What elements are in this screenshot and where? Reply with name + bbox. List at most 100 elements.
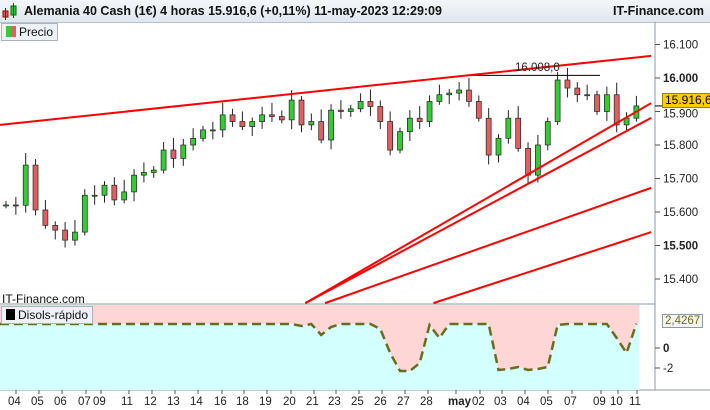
candle-body xyxy=(466,89,472,102)
candle-body xyxy=(200,129,206,139)
oscillator-legend-label: Disols-rápido xyxy=(18,308,89,322)
x-tick-label: 05 xyxy=(540,396,553,408)
candle-body xyxy=(318,121,325,141)
trendline xyxy=(324,186,652,305)
x-tick-label: 10 xyxy=(610,396,623,408)
x-tick-label: 14 xyxy=(190,396,203,408)
candle-body xyxy=(72,231,78,241)
resistance-label: 16.008,0 xyxy=(515,62,560,74)
candle-body xyxy=(436,94,443,102)
brand-name: IT-Finance.com xyxy=(613,4,704,18)
candle-body xyxy=(210,129,216,132)
trendline xyxy=(304,116,652,305)
x-tick-label: 02 xyxy=(472,396,485,408)
oscillator-value-label: 2,4267 xyxy=(662,314,704,328)
osc-tick-label: 0 xyxy=(663,343,669,355)
x-tick-label: 05 xyxy=(31,396,44,408)
candle-body xyxy=(269,114,275,117)
candle-body xyxy=(505,117,512,139)
candle-body xyxy=(190,137,196,146)
x-tick-label: 21 xyxy=(306,396,319,408)
candle-body xyxy=(525,148,531,176)
x-tick-label: 27 xyxy=(397,396,410,408)
price-tick-label: 16.000 xyxy=(663,73,698,85)
candle-body xyxy=(219,114,226,131)
x-tick-label: 23 xyxy=(328,396,341,408)
candle-body xyxy=(544,121,551,146)
x-tick-label: 19 xyxy=(259,396,272,408)
candle-body xyxy=(485,117,492,156)
candle-body xyxy=(535,144,541,176)
candle-body xyxy=(515,117,522,149)
oscillator-legend[interactable]: Disols-rápido xyxy=(1,306,94,324)
x-tick-label: 18 xyxy=(236,396,249,408)
price-tick-label: 15.600 xyxy=(663,207,698,219)
candlestick-icon xyxy=(2,3,17,20)
x-tick-label: 28 xyxy=(420,396,433,408)
x-tick-label: 09 xyxy=(593,396,606,408)
candle-body xyxy=(367,101,374,107)
price-tick-label: 15.500 xyxy=(663,241,698,253)
candle-body xyxy=(180,144,187,159)
x-tick-label: 13 xyxy=(167,396,180,408)
price-tick-label: 15.900 xyxy=(663,109,698,121)
x-tick-label: 04 xyxy=(517,396,530,408)
x-tick-label: 03 xyxy=(494,396,507,408)
watermark: IT-Finance.com xyxy=(2,292,85,306)
candle-body xyxy=(426,101,433,122)
candle-body xyxy=(603,94,610,112)
price-tick-label: 16.100 xyxy=(663,40,698,52)
candle-body xyxy=(81,194,88,233)
price-legend[interactable]: Precio xyxy=(1,23,59,41)
osc-tick-label: -2 xyxy=(663,363,673,375)
oscillator-swatch xyxy=(6,309,15,320)
candle-body xyxy=(229,114,236,122)
candle-body xyxy=(594,94,600,112)
x-tick-label: 11 xyxy=(121,396,133,408)
x-tick-label: 25 xyxy=(351,396,364,408)
candle-body xyxy=(32,164,39,211)
current-price-label: 15.916,6 xyxy=(662,93,710,108)
x-tick-label: 26 xyxy=(374,396,387,408)
x-tick-label: 06 xyxy=(54,396,67,408)
price-tick-label: 15.400 xyxy=(663,274,698,286)
candle-body xyxy=(278,116,285,121)
x-tick-label: 12 xyxy=(144,396,157,408)
candle-body xyxy=(101,184,108,196)
candle-body xyxy=(239,121,246,127)
candle-body xyxy=(141,172,147,176)
trendline xyxy=(304,102,652,304)
candle-body xyxy=(338,109,344,112)
candle-body xyxy=(475,101,482,119)
candle-body xyxy=(52,225,59,231)
candle-body xyxy=(357,101,364,110)
x-tick-label: 20 xyxy=(283,396,296,408)
candle-body xyxy=(308,121,315,126)
candle-body xyxy=(397,131,403,151)
oscillator-lower-fill xyxy=(0,323,640,390)
candle-body xyxy=(121,191,128,201)
candle-body xyxy=(131,174,137,193)
trendline xyxy=(0,54,652,126)
candle-body xyxy=(170,149,177,159)
x-tick-label: 16 xyxy=(214,396,227,408)
x-tick-label: 07 xyxy=(78,396,91,408)
oscillator-line xyxy=(0,322,638,373)
down-color-swatch xyxy=(11,26,16,37)
candle-body xyxy=(574,87,581,96)
x-tick-label: 04 xyxy=(8,396,21,408)
candle-body xyxy=(377,106,384,122)
candle-body xyxy=(3,204,9,207)
candle-body xyxy=(387,121,393,151)
candle-body xyxy=(446,92,453,96)
x-tick-label: 11 xyxy=(629,396,641,408)
candle-body xyxy=(288,99,295,121)
candle-body xyxy=(150,169,157,173)
price-tick-label: 15.700 xyxy=(663,174,698,186)
candle-body xyxy=(456,89,462,94)
candle-body xyxy=(160,149,167,171)
chart-title: Alemania 40 Cash (1€) 4 horas 15.916,6 (… xyxy=(24,4,442,18)
x-tick-label: 09 xyxy=(93,396,106,408)
candle-body xyxy=(328,109,334,141)
